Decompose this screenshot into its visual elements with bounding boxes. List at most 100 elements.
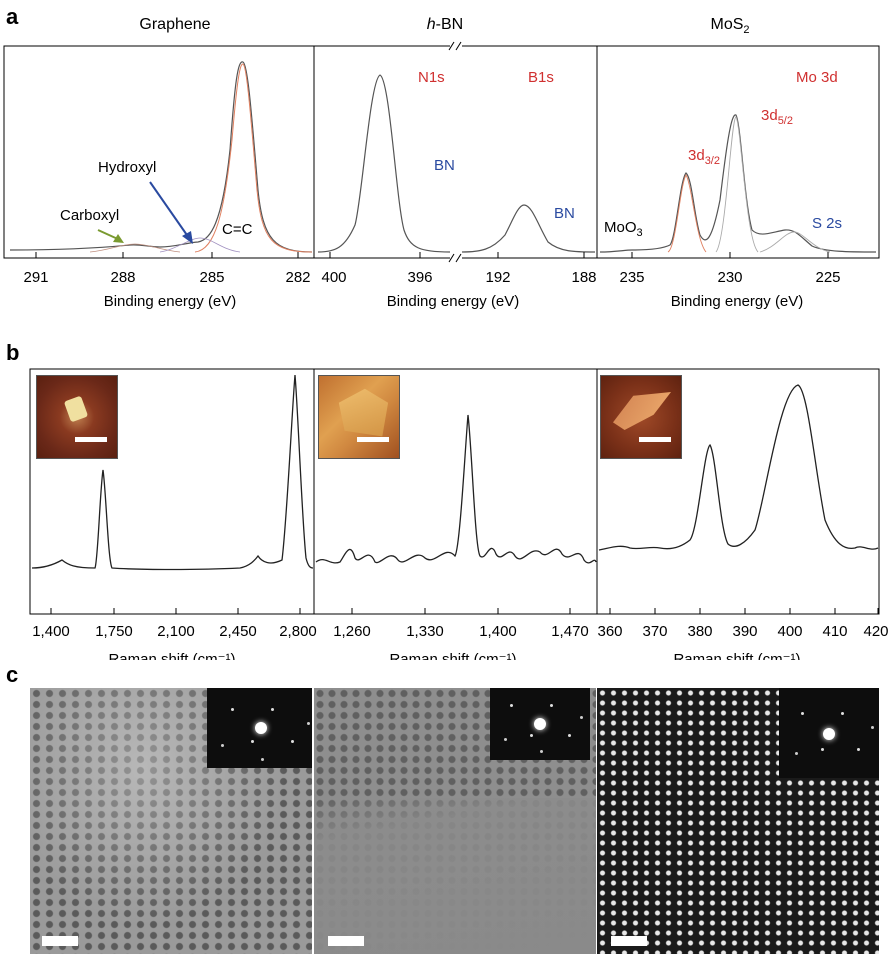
xps-tick-labels: 291 288 285 282 400 396 192 188 235 230 … — [23, 269, 840, 286]
axis-break-top — [448, 41, 462, 51]
xps-graphene-hydroxyl-fit — [159, 237, 241, 253]
label-3d52: 3d5/2 — [761, 107, 793, 127]
afm-scalebar-mos2 — [639, 437, 671, 442]
xps-mos2-s2s-fit — [759, 231, 831, 253]
xtick-a-graphene-1: 288 — [110, 269, 135, 286]
xtick-a-hbn-2: 192 — [485, 269, 510, 286]
afm-flake-graphene — [63, 395, 89, 423]
xtick-b-mos2-4: 400 — [777, 623, 802, 640]
label-cc: C=C — [222, 221, 253, 238]
label-b1s: B1s — [528, 69, 554, 86]
xps-frames — [3, 41, 880, 263]
afm-inset-hbn — [318, 375, 400, 459]
title-graphene: Graphene — [139, 16, 211, 33]
xlabel-a-mos2: Binding energy (eV) — [671, 293, 804, 310]
saed-inset-mos2 — [779, 688, 879, 778]
tem-image-hbn — [314, 688, 596, 954]
xtick-a-mos2-1: 230 — [717, 269, 742, 286]
label-hydroxyl: Hydroxyl — [98, 159, 156, 176]
afm-inset-graphene — [36, 375, 118, 459]
xtick-a-graphene-2: 285 — [199, 269, 224, 286]
xps-frame — [3, 45, 880, 259]
xtick-b-mos2-5: 410 — [822, 623, 847, 640]
xtick-b-mos2-2: 380 — [687, 623, 712, 640]
xps-mos2-envelope — [599, 114, 877, 253]
xtick-b-graphene-2: 2,100 — [157, 623, 195, 640]
xps-tick-marks — [35, 252, 829, 258]
panel-letter-b: b — [6, 340, 20, 365]
afm-flake-hbn — [338, 388, 389, 437]
panel-letter-a: a — [6, 4, 19, 29]
xtick-a-mos2-2: 225 — [815, 269, 840, 286]
xtick-b-hbn-1: 1,330 — [406, 623, 444, 640]
xlabel-b-mos2: Raman shift (cm⁻¹) — [673, 651, 800, 660]
title-hbn: h-BN — [426, 16, 464, 33]
saed-inset-graphene — [207, 688, 312, 768]
xlabel-b-hbn: Raman shift (cm⁻¹) — [389, 651, 516, 660]
xtick-b-hbn-3: 1,470 — [551, 623, 589, 640]
xps-hbn-curves — [317, 74, 596, 253]
afm-scalebar-graphene — [75, 437, 107, 442]
xtick-b-graphene-3: 2,450 — [219, 623, 257, 640]
afm-flake-mos2 — [613, 392, 671, 430]
arrow-carboxyl — [97, 229, 124, 243]
label-moo3: MoO3 — [604, 219, 643, 239]
label-s2s: S 2s — [812, 215, 842, 232]
tem-scalebar-mos2 — [611, 936, 647, 946]
label-carboxyl: Carboxyl — [60, 207, 119, 224]
raman-axis-labels: Raman shift (cm⁻¹) Raman shift (cm⁻¹) Ra… — [108, 651, 800, 660]
label-bn-right: BN — [554, 205, 575, 222]
xtick-a-hbn-1: 396 — [407, 269, 432, 286]
raman-frame — [29, 368, 880, 615]
saed-inset-hbn — [490, 688, 590, 760]
xtick-b-mos2-6: 420 — [863, 623, 888, 640]
xtick-b-mos2-1: 370 — [642, 623, 667, 640]
xtick-a-hbn-3: 188 — [571, 269, 596, 286]
xtick-a-mos2-0: 235 — [619, 269, 644, 286]
xlabel-a-graphene: Binding energy (eV) — [104, 293, 237, 310]
label-mo3d: Mo 3d — [796, 69, 838, 86]
xps-graphene-envelope — [9, 61, 313, 253]
xps-mos2-3d52-fit — [715, 116, 759, 253]
xps-mos2-3d32-fit — [667, 174, 707, 253]
xps-mos2-curves — [599, 114, 877, 253]
xlabel-b-graphene: Raman shift (cm⁻¹) — [108, 651, 235, 660]
xps-graphene-curves — [9, 61, 313, 253]
xps-hbn-n1s — [317, 74, 451, 253]
xtick-b-mos2-3: 390 — [732, 623, 757, 640]
label-bn-left: BN — [434, 157, 455, 174]
axis-break-bottom — [448, 253, 462, 263]
xtick-b-graphene-0: 1,400 — [32, 623, 70, 640]
arrow-hydroxyl — [149, 181, 193, 244]
label-3d32: 3d3/2 — [688, 147, 720, 167]
tem-scalebar-graphene — [42, 936, 78, 946]
xtick-b-hbn-0: 1,260 — [333, 623, 371, 640]
raman-chart-group: 1,400 1,750 2,100 2,450 2,800 1,260 1,33… — [29, 368, 889, 660]
xtick-a-graphene-0: 291 — [23, 269, 48, 286]
xps-axis-labels: Binding energy (eV) Binding energy (eV) … — [104, 293, 804, 310]
xps-graphene-cc-fit — [194, 63, 313, 253]
xps-chart-group: Carboxyl Hydroxyl C=C N1s B1s BN BN Mo 3… — [3, 41, 880, 310]
panel-letter-c: c — [6, 662, 19, 687]
xtick-a-graphene-3: 282 — [285, 269, 310, 286]
raman-tick-labels: 1,400 1,750 2,100 2,450 2,800 1,260 1,33… — [32, 623, 888, 640]
raman-hbn-spectrum — [315, 414, 597, 564]
tem-image-mos2 — [597, 688, 879, 954]
xtick-b-graphene-1: 1,750 — [95, 623, 133, 640]
xtick-a-hbn-0: 400 — [321, 269, 346, 286]
xtick-b-mos2-0: 360 — [597, 623, 622, 640]
title-mos2: MoS2 — [710, 16, 750, 37]
afm-scalebar-hbn — [357, 437, 389, 442]
raman-mos2-spectrum — [598, 384, 879, 551]
tem-scalebar-hbn — [328, 936, 364, 946]
label-n1s: N1s — [418, 69, 445, 86]
afm-inset-mos2 — [600, 375, 682, 459]
xtick-b-hbn-2: 1,400 — [479, 623, 517, 640]
xlabel-a-hbn: Binding energy (eV) — [387, 293, 520, 310]
raman-graphene-spectrum — [31, 374, 314, 571]
xps-graphene-carboxyl-fit — [89, 243, 181, 253]
tem-image-graphene — [30, 688, 312, 954]
xtick-b-graphene-4: 2,800 — [279, 623, 317, 640]
raman-tick-marks — [50, 608, 879, 614]
xps-hbn-b1s — [461, 204, 596, 253]
